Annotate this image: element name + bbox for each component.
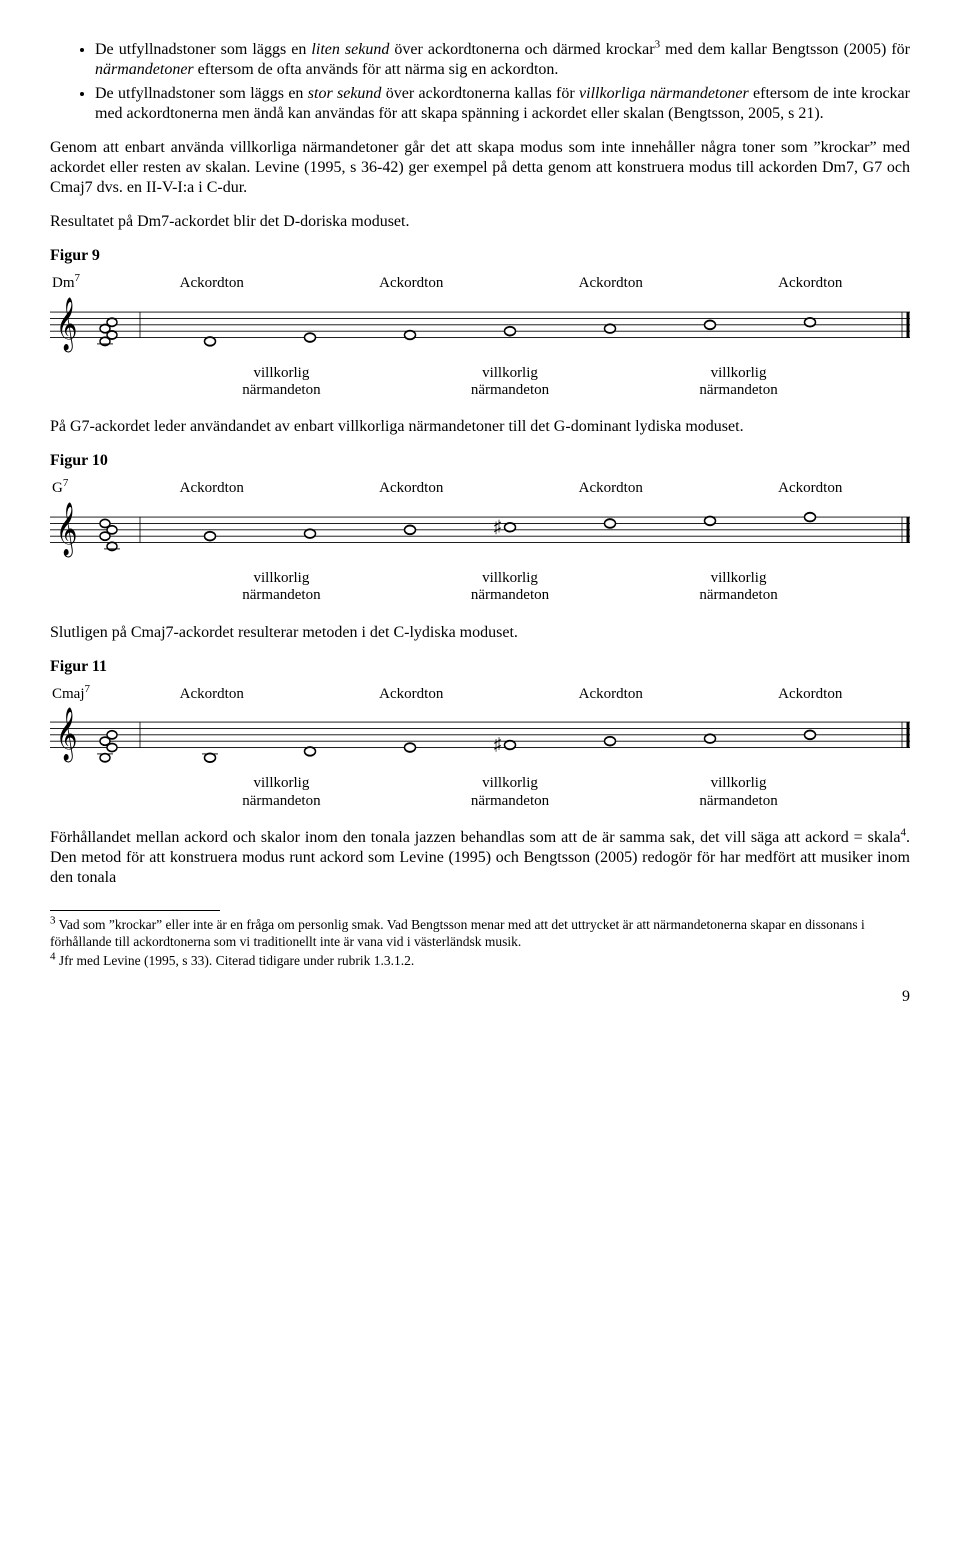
villkorlig-label: villkorlignärmandeton (224, 365, 338, 400)
figure-top-labels: Dm7AckordtonAckordtonAckordtonAckordton (50, 274, 910, 293)
villkorlig-label: villkorlignärmandeton (224, 570, 338, 605)
figure-9-label: Figur 9 (50, 246, 910, 266)
staff-svg: 𝄞♯ (50, 703, 910, 773)
footnote-rule (50, 910, 220, 911)
svg-text:♯: ♯ (494, 518, 501, 537)
bullet-2: De utfyllnadstoner som läggs en stor sek… (95, 84, 910, 124)
figure-10: G7AckordtonAckordtonAckordtonAckordton𝄞♯… (50, 479, 910, 604)
villkorlig-label: villkorlignärmandeton (681, 570, 795, 605)
ackordton-label: Ackordton (112, 685, 312, 704)
chord-symbol: Cmaj7 (50, 685, 112, 704)
figure-bottom-labels: villkorlignärmandeton villkorlignärmandet… (50, 365, 910, 400)
paragraph-2: Resultatet på Dm7-ackordet blir det D-do… (50, 212, 910, 232)
ackordton-label: Ackordton (312, 479, 512, 498)
figure-bottom-labels: villkorlignärmandeton villkorlignärmandet… (50, 775, 910, 810)
villkorlig-label: villkorlignärmandeton (681, 365, 795, 400)
ackordton-label: Ackordton (511, 479, 711, 498)
staff-svg: 𝄞♯ (50, 498, 910, 568)
villkorlig-label: villkorlignärmandeton (224, 775, 338, 810)
ackordton-label: Ackordton (711, 274, 911, 293)
chord-symbol: G7 (50, 479, 112, 498)
figure-10-label: Figur 10 (50, 451, 910, 471)
svg-text:𝄞: 𝄞 (56, 503, 77, 557)
closing-paragraph: Förhållandet mellan ackord och skalor in… (50, 828, 910, 888)
ackordton-label: Ackordton (711, 685, 911, 704)
svg-text:𝄞: 𝄞 (56, 297, 77, 351)
page-number: 9 (50, 987, 910, 1007)
figure-9-caption: På G7-ackordet leder användandet av enba… (50, 417, 910, 437)
figure-11-label: Figur 11 (50, 657, 910, 677)
bullet-1: De utfyllnadstoner som läggs en liten se… (95, 40, 910, 80)
villkorlig-label: villkorlignärmandeton (453, 365, 567, 400)
villkorlig-label: villkorlignärmandeton (681, 775, 795, 810)
footnotes: 3 Vad som ”krockar” eller inte är en frå… (50, 917, 910, 970)
ackordton-label: Ackordton (511, 685, 711, 704)
ackordton-label: Ackordton (312, 274, 512, 293)
chord-symbol: Dm7 (50, 274, 112, 293)
figure-bottom-labels: villkorlignärmandeton villkorlignärmandet… (50, 570, 910, 605)
ackordton-label: Ackordton (511, 274, 711, 293)
svg-text:♯: ♯ (494, 736, 501, 755)
figure-10-caption: Slutligen på Cmaj7-ackordet resulterar m… (50, 623, 910, 643)
ackordton-label: Ackordton (112, 274, 312, 293)
ackordton-label: Ackordton (112, 479, 312, 498)
figure-top-labels: G7AckordtonAckordtonAckordtonAckordton (50, 479, 910, 498)
figure-top-labels: Cmaj7AckordtonAckordtonAckordtonAckordto… (50, 685, 910, 704)
paragraph-1: Genom att enbart använda villkorliga när… (50, 138, 910, 198)
staff-svg: 𝄞 (50, 293, 910, 363)
figure-9: Dm7AckordtonAckordtonAckordtonAckordton𝄞… (50, 274, 910, 399)
ackordton-label: Ackordton (312, 685, 512, 704)
villkorlig-label: villkorlignärmandeton (453, 775, 567, 810)
ackordton-label: Ackordton (711, 479, 911, 498)
figure-11: Cmaj7AckordtonAckordtonAckordtonAckordto… (50, 685, 910, 810)
bullet-list: De utfyllnadstoner som läggs en liten se… (50, 40, 910, 124)
villkorlig-label: villkorlignärmandeton (453, 570, 567, 605)
svg-text:𝄞: 𝄞 (56, 708, 77, 762)
